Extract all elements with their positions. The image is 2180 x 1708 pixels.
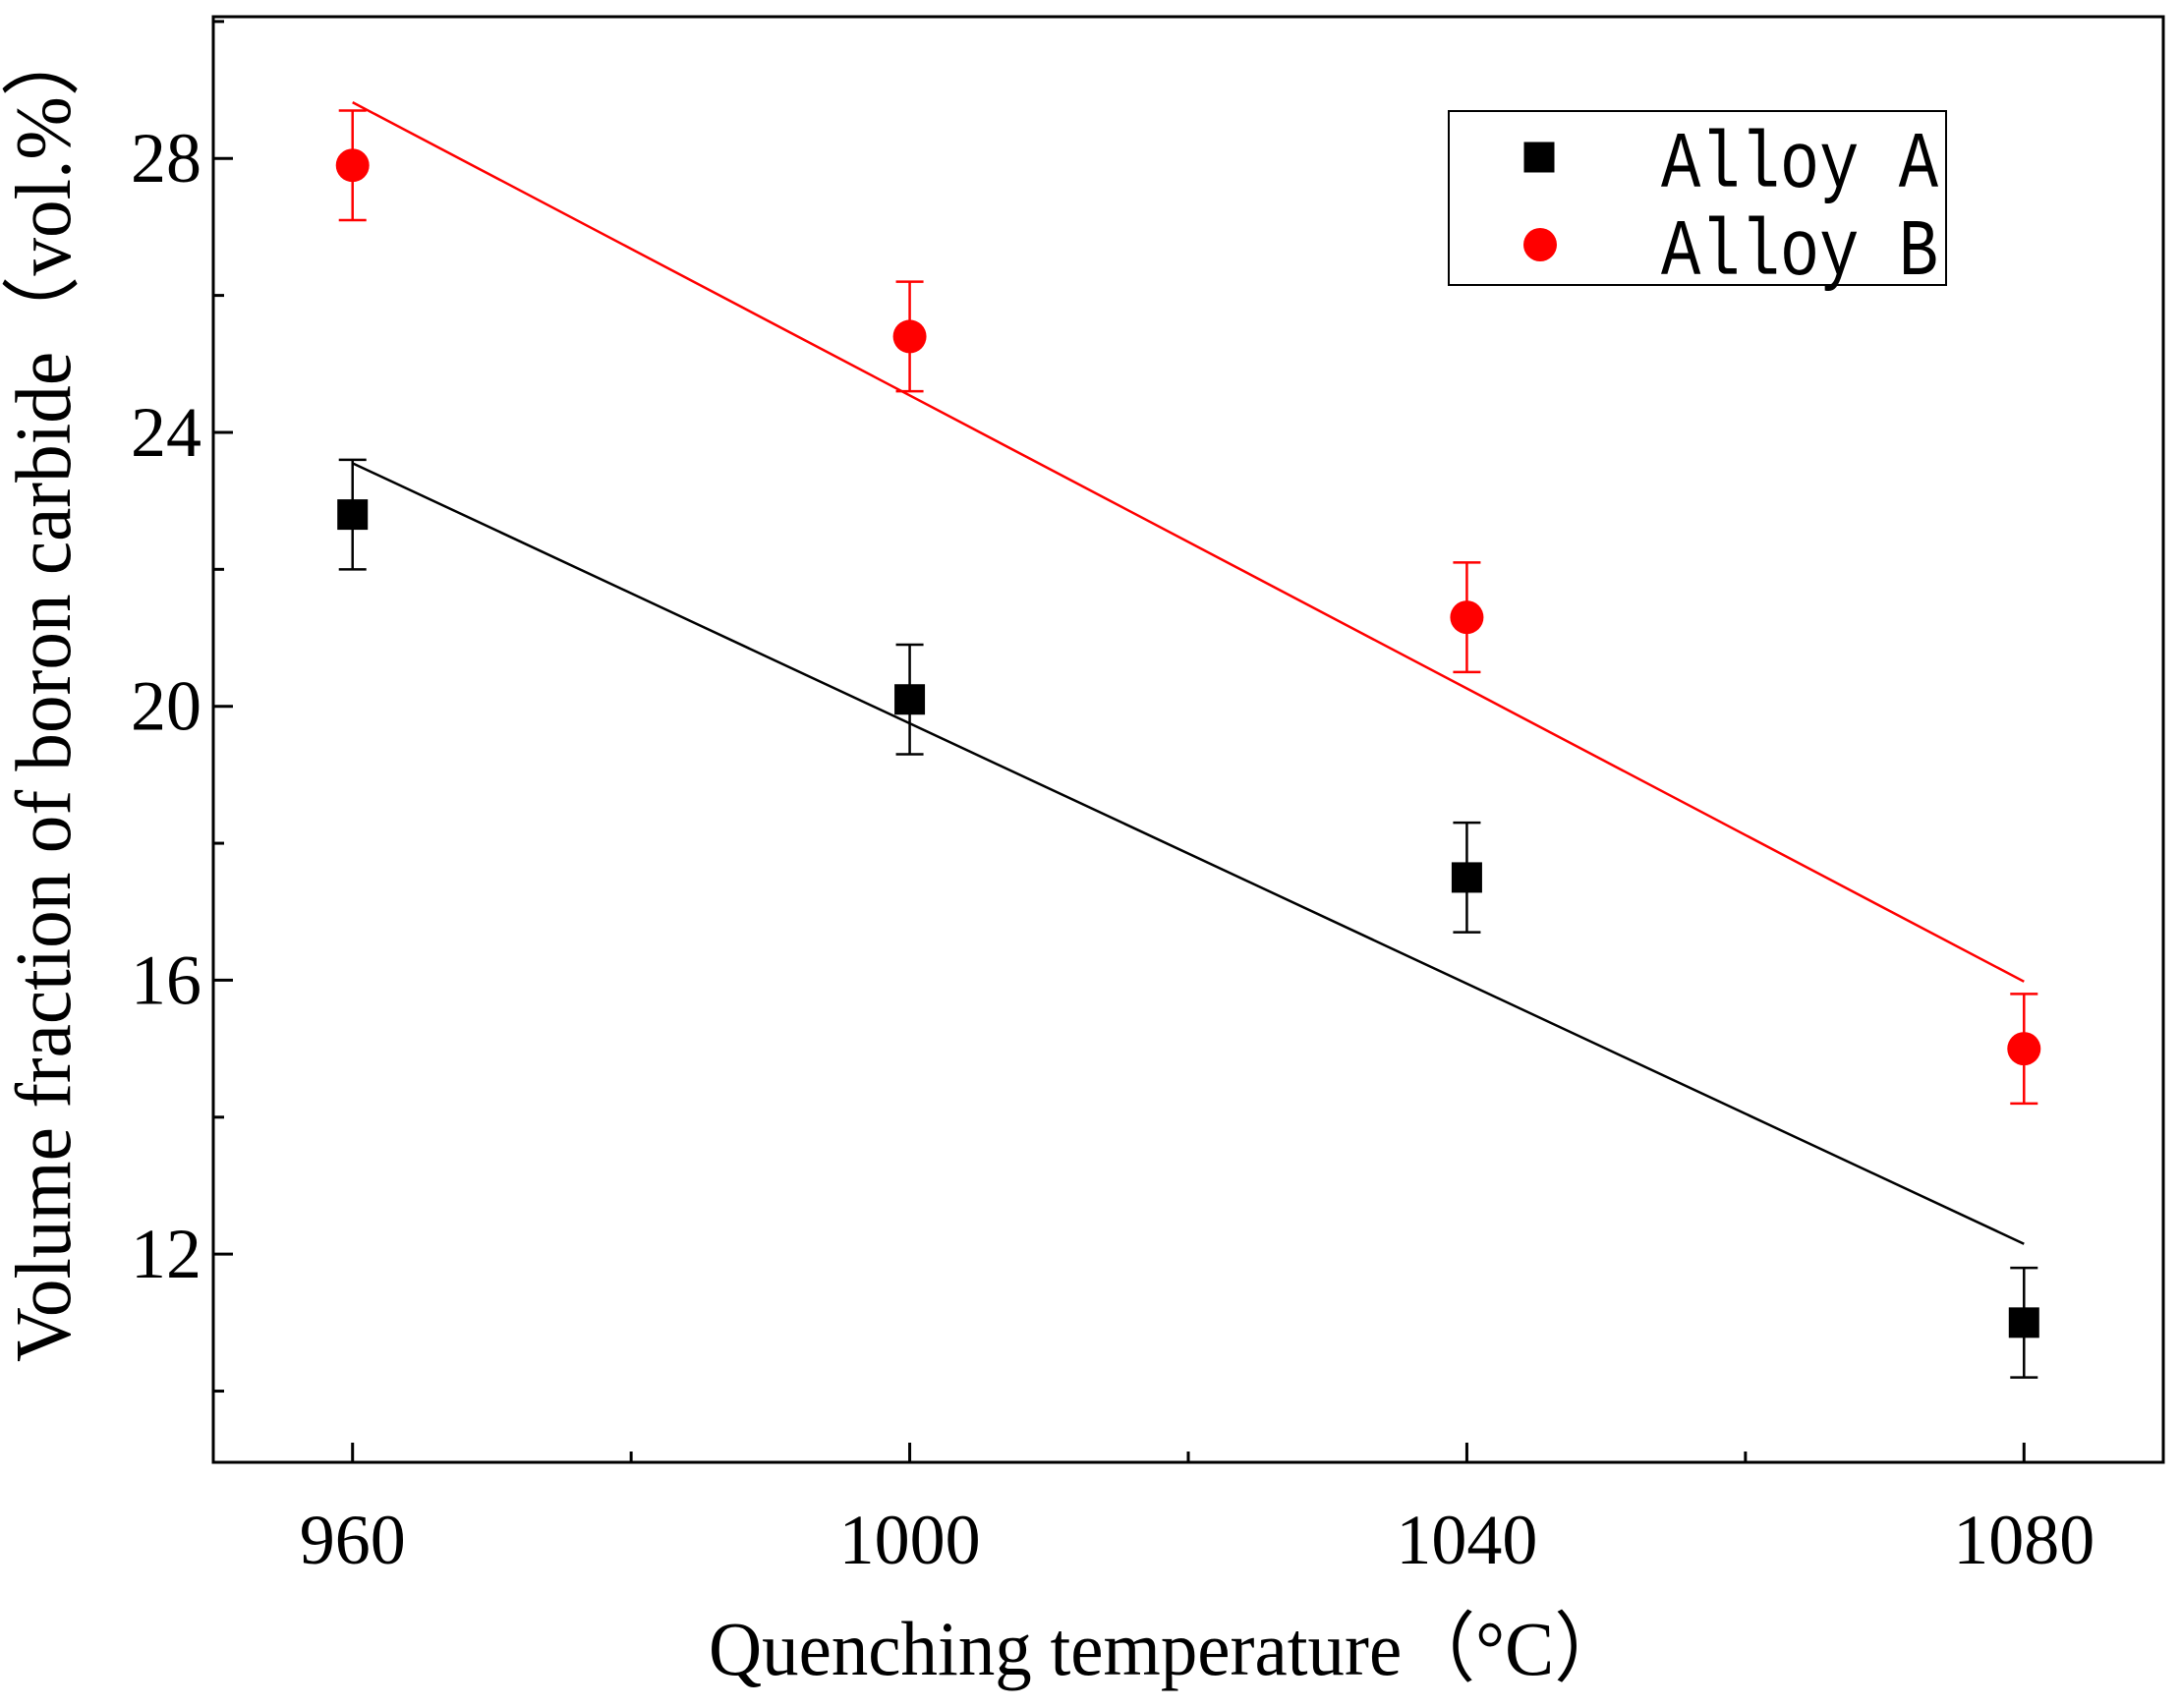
x-axis-label: Quenching temperature（°C） (709, 1606, 1628, 1691)
y-tick-label-28: 28 (131, 119, 201, 198)
data-markers (335, 148, 2041, 1338)
y-tick-label-16: 16 (131, 940, 201, 1019)
alloy-a-marker-1080 (2008, 1307, 2039, 1338)
legend-label-alloy-a: Alloy A (1661, 120, 1939, 211)
y-tick-label-20: 20 (131, 667, 201, 746)
alloy-a-marker-960 (337, 499, 369, 531)
alloy-b-marker-1000 (892, 319, 927, 354)
y-tick-label-24: 24 (131, 393, 201, 472)
y-axis-label: Volume fraction of boron carbide（vol.%） (1, 21, 87, 1362)
y-tick-label-12: 12 (131, 1215, 201, 1293)
alloy-a-marker-1040 (1451, 862, 1482, 893)
alloy-a-fit-line (352, 462, 2025, 1245)
x-tick-label-1040: 1040 (1396, 1501, 1537, 1579)
alloy-b-marker-960 (335, 148, 370, 183)
alloy-a-marker-1000 (894, 684, 926, 715)
alloy-b-fit-line (352, 100, 2025, 983)
legend: Alloy A Alloy B (1448, 110, 1947, 299)
alloy-b-marker-1040 (1450, 600, 1484, 635)
x-tick-label-1080: 1080 (1953, 1501, 2094, 1579)
axis-ticks (213, 20, 2026, 1462)
legend-label-alloy-b: Alloy B (1661, 207, 1938, 299)
legend-marker-alloy-a (1523, 142, 1555, 173)
tick-labels: 960 1000 1040 1080 12 16 20 24 28 (131, 119, 2094, 1579)
x-tick-label-1000: 1000 (839, 1501, 981, 1579)
alloy-b-marker-1080 (2007, 1032, 2041, 1066)
legend-marker-alloy-b (1523, 228, 1557, 261)
x-tick-label-960: 960 (300, 1501, 406, 1579)
fit-lines (352, 100, 2025, 1245)
plot-frame (211, 15, 2165, 1464)
